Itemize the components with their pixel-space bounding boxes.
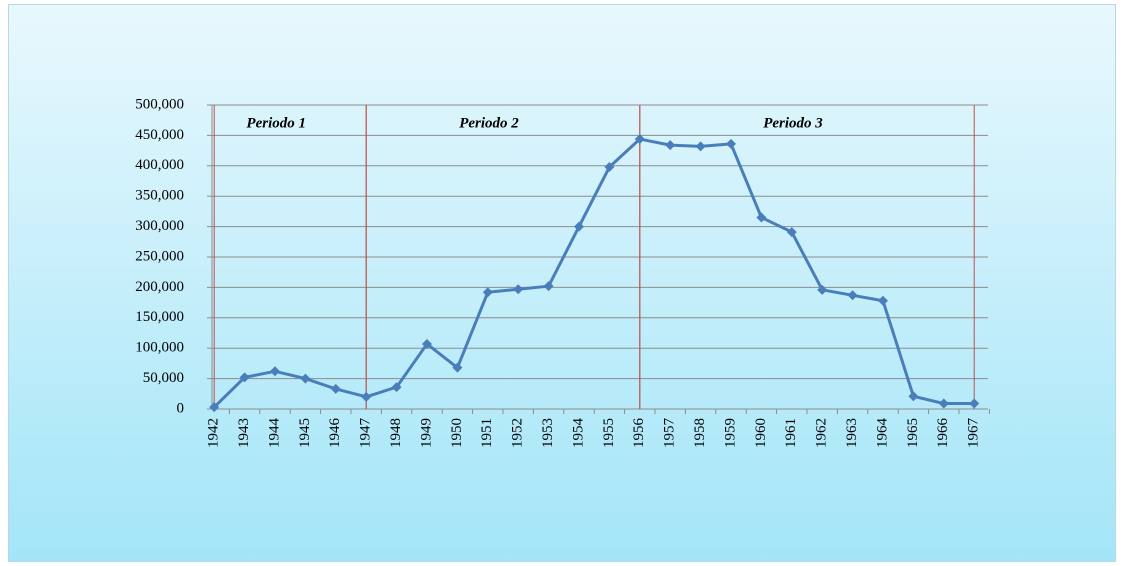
y-tick-label: 0 [177,400,185,416]
x-tick-label: 1948 [388,418,404,448]
data-point [330,383,341,394]
data-point [543,281,554,292]
x-tick-label: 1957 [662,418,678,449]
y-tick-label: 500,000 [135,96,184,112]
x-tick-label: 1945 [297,418,313,448]
data-point [574,221,584,232]
x-tick-label: 1954 [570,418,586,449]
x-tick-label: 1953 [540,418,556,448]
x-tick-label: 1963 [844,418,860,448]
x-tick-label: 1949 [418,418,434,448]
y-tick-label: 250,000 [135,248,184,264]
data-point [695,141,706,152]
x-tick-label: 1943 [236,418,252,448]
x-tick-label: 1961 [783,418,799,448]
y-tick-label: 200,000 [135,279,184,295]
data-point [817,284,828,295]
x-tick-label: 1962 [814,418,830,448]
x-tick-label: 1960 [753,418,769,448]
x-tick-label: 1947 [358,418,374,449]
data-point [726,138,736,149]
x-tick-label: 1967 [966,418,982,449]
y-tick-label: 450,000 [135,127,184,143]
data-point [756,212,767,223]
data-point [908,391,919,402]
x-tick-label: 1966 [935,418,951,449]
y-tick-label: 50,000 [143,370,184,386]
x-tick-label: 1951 [479,418,495,448]
y-tick-label: 150,000 [135,309,184,325]
background [8,4,1116,562]
data-point [391,382,402,393]
y-tick-label: 300,000 [135,218,184,234]
x-tick-label: 1965 [905,418,921,448]
y-tick-label: 350,000 [135,188,184,204]
x-tick-label: 1952 [510,418,526,448]
x-tick-label: 1946 [327,418,343,449]
data-point [300,373,311,384]
data-point [452,362,463,373]
x-tick-label: 1964 [874,418,890,449]
data-point [786,227,797,238]
data-point [604,162,615,173]
series-line [213,137,975,409]
period-label: Periodo 1 [246,115,306,131]
data-point [969,398,980,409]
data-point [938,398,949,409]
data-point [361,391,372,402]
x-tick-label: 1950 [449,418,465,448]
data-point [513,284,524,295]
data-point [239,372,250,383]
data-point [270,366,280,377]
data-point [422,338,432,349]
x-tick-label: 1958 [692,418,708,448]
x-tick-label: 1942 [206,418,222,448]
period-label: Periodo 3 [763,115,823,131]
y-tick-label: 100,000 [135,340,184,356]
period-label: Periodo 2 [459,115,519,131]
y-tick-label: 400,000 [135,157,184,173]
data-point [209,402,220,413]
x-tick-label: 1956 [631,418,647,449]
data-point [634,134,645,145]
data-point [878,295,888,306]
x-tick-label: 1959 [722,418,738,448]
x-tick-label: 1944 [266,418,282,449]
x-tick-label: 1955 [601,418,617,448]
data-point [482,287,493,298]
data-point [847,290,858,301]
data-point [665,140,676,151]
